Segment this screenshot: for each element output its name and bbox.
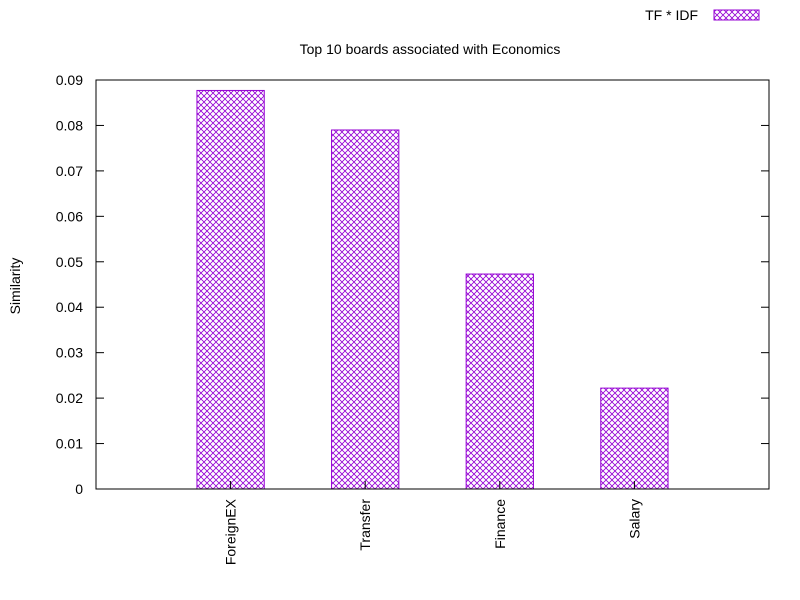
bar-salary [600,387,669,490]
bar-foreignex [196,89,265,490]
y-axis-ticks: 0 0.01 0.02 0.03 0.04 0.05 0.06 0.07 0.08 0.09 [56,72,769,497]
y-tick-label: 0.02 [56,390,83,406]
y-tick-label: 0.07 [56,163,83,179]
legend-swatch-tfidf [713,9,760,21]
y-tick-label: 0.03 [56,345,83,361]
y-tick-label: 0.09 [56,72,83,88]
x-tick-label-salary: Salary [626,499,642,539]
x-tick-label-transfer: Transfer [357,499,373,551]
plot-frame [95,79,770,490]
legend: TF * IDF [645,7,760,23]
y-tick-label: 0.05 [56,254,83,270]
x-axis-ticks: ForeignEX Transfer Finance Salary [223,481,642,565]
y-axis-label: Similarity [7,258,23,315]
y-tick-label: 0.04 [56,299,83,315]
y-tick-label: 0 [75,481,83,497]
bar-transfer [331,129,400,490]
y-tick-label: 0.06 [56,208,83,224]
y-tick-label: 0.08 [56,117,83,133]
y-tick-label: 0.01 [56,436,83,452]
legend-label-tfidf: TF * IDF [645,7,698,23]
bar-finance [465,273,534,490]
x-tick-label-finance: Finance [492,499,508,549]
x-tick-label-foreignex: ForeignEX [223,498,239,565]
bars [196,89,669,490]
chart-title: Top 10 boards associated with Economics [300,41,561,57]
